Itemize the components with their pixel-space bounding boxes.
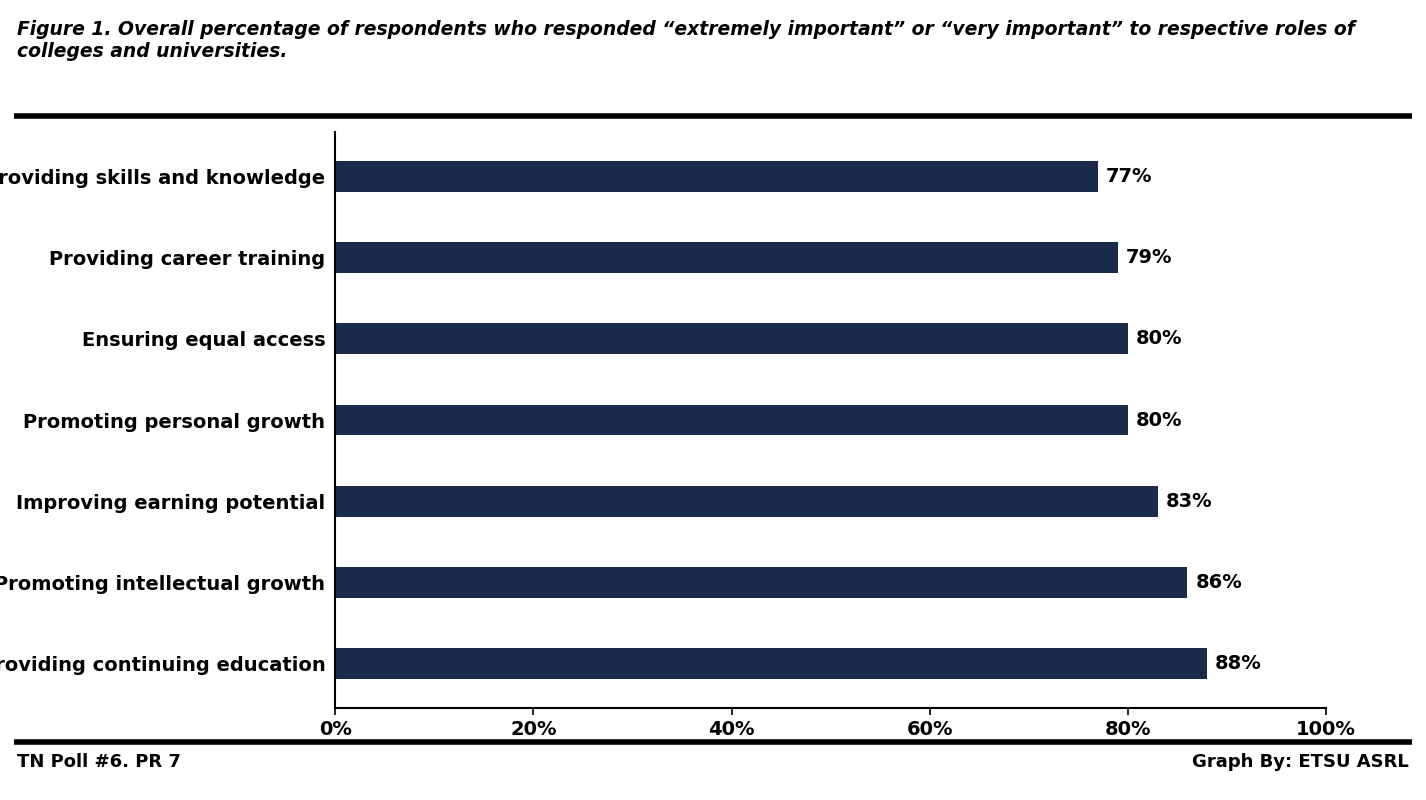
Bar <box>335 323 1128 354</box>
Bar <box>335 567 1188 598</box>
Text: 88%: 88% <box>1215 654 1262 673</box>
Text: 80%: 80% <box>1137 330 1182 348</box>
Bar <box>335 242 1118 273</box>
Text: 80%: 80% <box>1137 410 1182 430</box>
Text: TN Poll #6. PR 7: TN Poll #6. PR 7 <box>17 753 181 770</box>
Bar <box>335 162 1098 192</box>
Bar <box>335 405 1128 435</box>
Text: 83%: 83% <box>1165 492 1212 510</box>
Text: Graph By: ETSU ASRL: Graph By: ETSU ASRL <box>1192 753 1409 770</box>
Text: 86%: 86% <box>1195 573 1242 592</box>
Text: 79%: 79% <box>1127 248 1172 267</box>
Bar <box>335 486 1158 517</box>
Text: Figure 1. Overall percentage of respondents who responded “extremely important” : Figure 1. Overall percentage of responde… <box>17 20 1355 61</box>
Bar <box>335 648 1208 678</box>
Text: 77%: 77% <box>1107 167 1152 186</box>
